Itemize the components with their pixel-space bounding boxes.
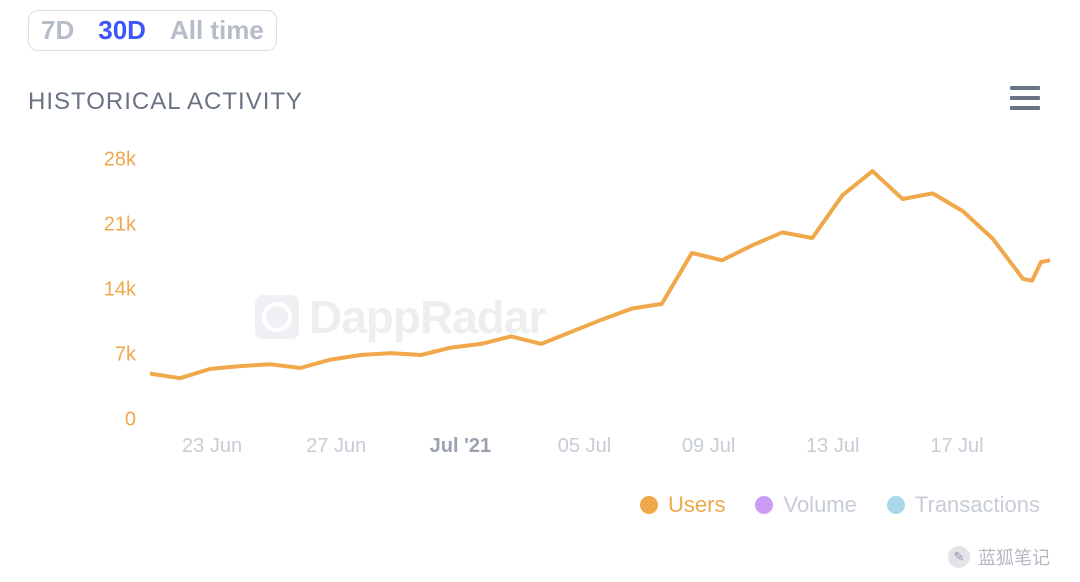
x-tick-label: 05 Jul bbox=[558, 435, 611, 458]
users-line bbox=[150, 171, 1050, 378]
y-tick-label: 14k bbox=[104, 279, 136, 302]
source-badge: ✎ 蓝狐笔记 bbox=[948, 544, 1050, 570]
legend-item-volume[interactable]: Volume bbox=[755, 492, 856, 518]
y-axis: 07k14k21k28k bbox=[80, 160, 144, 420]
y-tick-label: 21k bbox=[104, 214, 136, 237]
x-tick-label: 23 Jun bbox=[182, 435, 242, 458]
tab-all-time[interactable]: All time bbox=[170, 15, 264, 46]
x-tick-label: 27 Jun bbox=[306, 435, 366, 458]
legend-dot-users bbox=[640, 496, 658, 514]
legend-label-transactions: Transactions bbox=[915, 492, 1040, 518]
legend-label-volume: Volume bbox=[783, 492, 856, 518]
legend-label-users: Users bbox=[668, 492, 725, 518]
y-tick-label: 28k bbox=[104, 149, 136, 172]
time-range-tabs: 7D 30D All time bbox=[28, 10, 277, 51]
x-tick-label: 13 Jul bbox=[806, 435, 859, 458]
legend-dot-transactions bbox=[887, 496, 905, 514]
source-text: 蓝狐笔记 bbox=[978, 544, 1050, 570]
x-tick-label: 17 Jul bbox=[930, 435, 983, 458]
legend-dot-volume bbox=[755, 496, 773, 514]
wechat-icon: ✎ bbox=[948, 546, 970, 568]
section-title: HISTORICAL ACTIVITY bbox=[28, 88, 303, 116]
x-tick-label: 09 Jul bbox=[682, 435, 735, 458]
x-axis: 23 Jun 27 Jun Jul '21 05 Jul 09 Jul 13 Jul 17 … bbox=[150, 435, 1050, 465]
chart-svg bbox=[150, 160, 1050, 420]
chart-legend: Users Volume Transactions bbox=[640, 492, 1040, 518]
y-tick-label: 7k bbox=[115, 344, 136, 367]
x-tick-label: Jul '21 bbox=[430, 435, 491, 458]
historical-activity-chart: DappRadar 07k14k21k28k 23 Jun27 JunJul '… bbox=[80, 160, 1050, 480]
tab-7d[interactable]: 7D bbox=[41, 15, 74, 46]
y-tick-label: 0 bbox=[125, 409, 136, 432]
legend-item-transactions[interactable]: Transactions bbox=[887, 492, 1040, 518]
tab-30d[interactable]: 30D bbox=[98, 15, 146, 46]
legend-item-users[interactable]: Users bbox=[640, 492, 725, 518]
chart-plot-area bbox=[150, 160, 1050, 420]
chart-menu-icon[interactable] bbox=[1010, 86, 1040, 110]
